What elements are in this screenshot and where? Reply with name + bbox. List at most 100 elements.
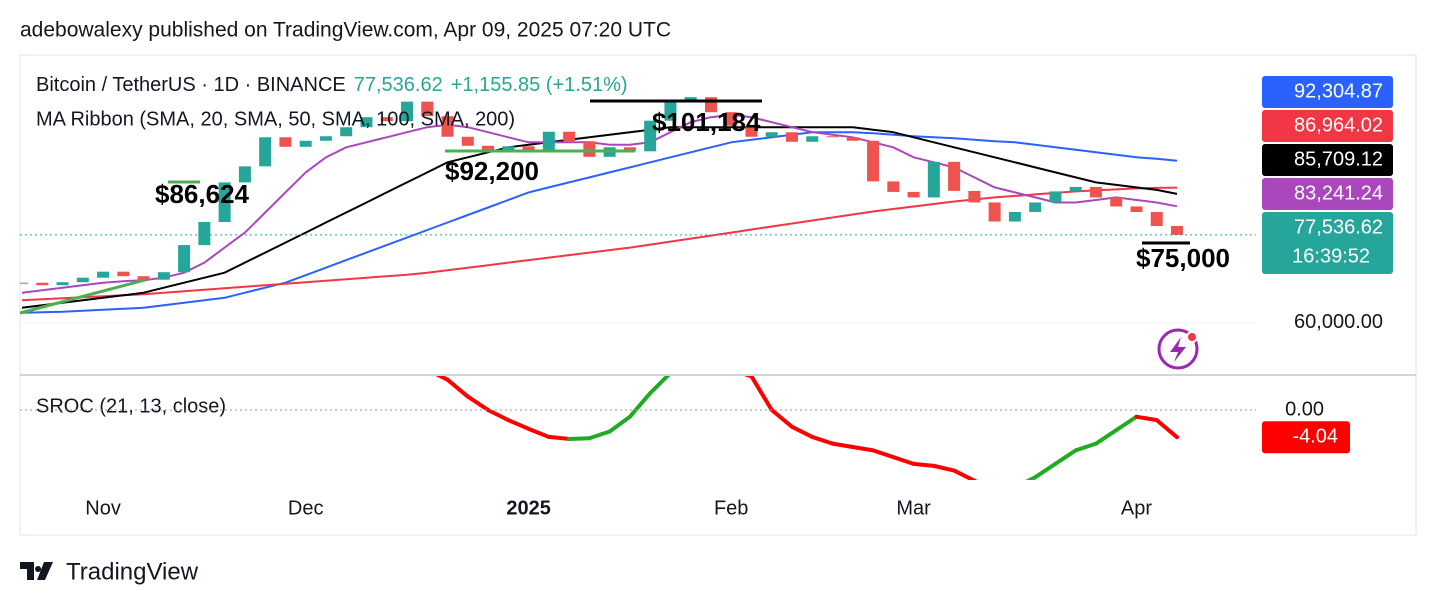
candle <box>907 191 920 198</box>
sroc-segment <box>1134 414 1159 423</box>
logo <box>20 562 53 580</box>
candle <box>259 137 272 167</box>
candle <box>542 131 555 153</box>
sroc-segment <box>1114 414 1139 433</box>
sroc-segment <box>749 376 774 412</box>
sroc-segment <box>546 434 572 441</box>
sroc-segment <box>486 408 511 423</box>
candle <box>988 202 1001 222</box>
x-tick-label: Apr <box>1121 497 1152 519</box>
sroc-segment <box>995 487 1015 490</box>
sroc-segment <box>1053 448 1078 466</box>
candle <box>340 127 353 137</box>
candle <box>1150 211 1163 227</box>
candle <box>887 181 900 192</box>
sroc-segment <box>587 429 612 441</box>
candle <box>664 101 677 121</box>
header: adebowalexy published on TradingView.com… <box>20 19 671 42</box>
sroc-segment <box>1154 418 1179 440</box>
ma-label: 85,709.12 <box>1294 148 1383 170</box>
candle <box>968 190 981 203</box>
candle <box>806 136 819 142</box>
price-change: +1,155.85 (+1.51%) <box>451 74 628 96</box>
candle <box>279 137 292 147</box>
x-tick-label: Feb <box>714 497 748 519</box>
sroc-label-box <box>1262 421 1350 454</box>
sroc-segment <box>346 289 366 316</box>
sroc-label: -4.04 <box>1292 425 1338 447</box>
candle <box>401 101 413 122</box>
sroc-segment <box>911 461 936 468</box>
candle <box>765 132 778 137</box>
frame <box>19 54 1417 536</box>
sroc-segment <box>1033 461 1058 480</box>
candle <box>583 141 596 157</box>
candle <box>299 140 312 147</box>
candle <box>846 137 859 141</box>
sroc-segment <box>769 408 794 429</box>
price-pane <box>20 97 1183 314</box>
sroc-segment <box>1025 475 1038 480</box>
candle <box>461 136 474 146</box>
sroc-segment <box>144 302 164 315</box>
candle <box>644 120 657 152</box>
annotation: $101,184 <box>652 107 761 137</box>
sroc-segment <box>711 370 731 373</box>
candle <box>745 125 758 137</box>
x-tick-label: Dec <box>288 497 324 519</box>
sroc-segment <box>445 377 470 399</box>
candle <box>1089 186 1102 198</box>
ma-line <box>21 186 1178 302</box>
sroc-segment <box>326 275 346 288</box>
candle <box>948 161 961 191</box>
ma-label-box <box>1262 178 1393 210</box>
candle <box>786 132 798 142</box>
candle <box>927 161 940 198</box>
sroc-segment <box>366 316 386 343</box>
trend-line <box>19 278 146 315</box>
price-label: 77,536.62 <box>1294 216 1383 238</box>
candle <box>137 276 150 280</box>
ma-label-box <box>1262 110 1393 142</box>
flash-icon[interactable] <box>1157 328 1199 370</box>
candle <box>36 282 49 286</box>
ma-label: 92,304.87 <box>1294 80 1383 102</box>
sroc-segment <box>285 255 305 262</box>
sroc-segment <box>225 248 245 261</box>
sroc-segment <box>1073 441 1098 453</box>
candle <box>623 147 636 152</box>
annotation: $92,200 <box>445 156 539 186</box>
x-tick-label: Mar <box>896 497 931 519</box>
ma-title: MA Ribbon (SMA, 20, SMA, 50, SMA, 100, S… <box>36 108 515 130</box>
candle <box>218 182 231 223</box>
y-tick-label: 60,000.00 <box>1294 311 1383 333</box>
candle <box>97 271 110 278</box>
drawings <box>19 99 1190 315</box>
countdown: 16:39:52 <box>1292 245 1370 267</box>
candle <box>421 101 434 117</box>
ma-line <box>21 131 1178 314</box>
candle <box>117 271 130 277</box>
candle <box>684 97 697 102</box>
candle <box>1130 206 1143 212</box>
sroc-segment <box>63 356 83 366</box>
candle <box>1049 191 1062 203</box>
sroc-segment <box>810 434 835 446</box>
candle <box>178 245 191 273</box>
sroc-segment <box>871 448 896 460</box>
sroc-segment <box>435 376 450 382</box>
sroc-title: SROC (21, 13, close) <box>36 395 226 417</box>
candle <box>441 116 454 137</box>
candle <box>563 131 576 142</box>
sroc-segment <box>567 436 592 441</box>
candle <box>522 146 535 153</box>
sroc-segment <box>387 343 407 363</box>
sroc-segment <box>526 426 551 439</box>
candle <box>1069 186 1082 192</box>
legend-title: Bitcoin / TetherUS · 1D · BINANCE 77,536.… <box>36 74 628 96</box>
ma-label: 86,964.02 <box>1294 114 1383 136</box>
annotation: $86,624 <box>155 179 250 209</box>
candle <box>1110 197 1123 207</box>
candle <box>1008 211 1021 222</box>
